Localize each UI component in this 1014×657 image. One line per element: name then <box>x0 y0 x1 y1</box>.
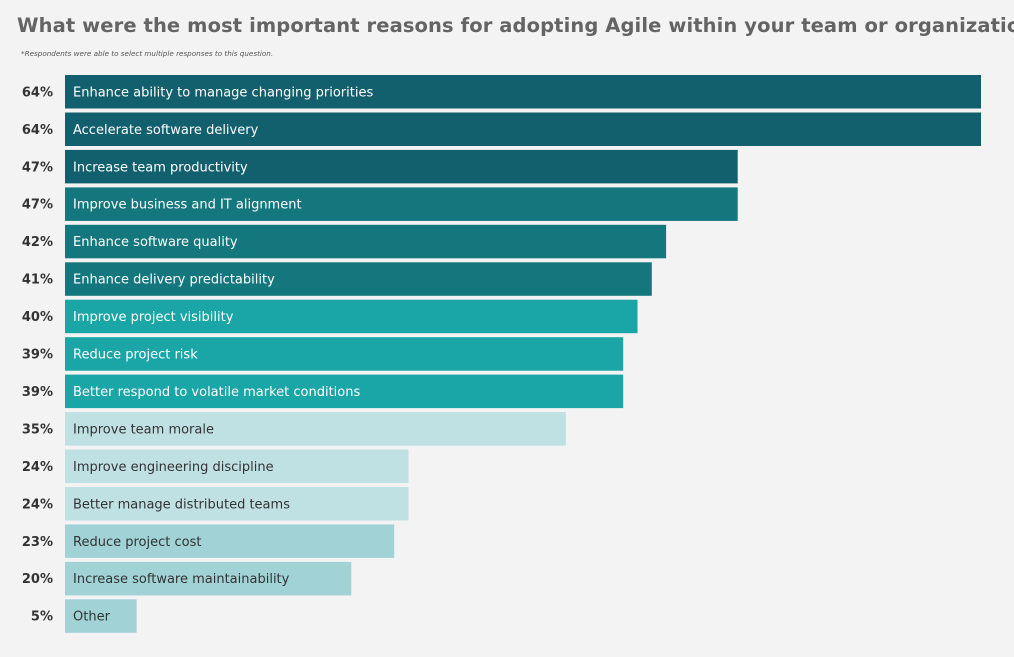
bar-row: 47% Improve business and IT alignment <box>22 187 738 221</box>
bar <box>65 149 738 184</box>
value-label: 24% <box>22 497 53 512</box>
bar <box>65 187 738 221</box>
category-label: Enhance delivery predictability <box>73 273 275 288</box>
value-label: 47% <box>22 198 53 213</box>
value-label: 5% <box>31 610 53 625</box>
value-label: 41% <box>22 273 53 288</box>
value-label: 47% <box>22 160 53 175</box>
category-label: Improve team morale <box>73 422 214 437</box>
bar-row: 35% Improve team morale <box>22 412 566 446</box>
bar <box>65 412 566 446</box>
bar-row: 20% Increase software maintainability <box>22 561 352 596</box>
bar <box>65 487 409 521</box>
bar-row: 47% Increase team productivity <box>22 149 738 184</box>
bar-row: 39% Reduce project risk <box>22 337 624 371</box>
category-label: Improve business and IT alignment <box>73 198 302 213</box>
chart-note: *Respondents were able to select multipl… <box>21 49 274 58</box>
value-label: 39% <box>22 385 53 400</box>
bar-row: 39% Better respond to volatile market con… <box>22 374 624 409</box>
category-label: Reduce project cost <box>73 535 201 550</box>
bar-row: 41% Enhance delivery predictability <box>22 262 652 296</box>
category-label: Improve project visibility <box>73 310 234 325</box>
bar-row: 23% Reduce project cost <box>22 524 395 558</box>
category-label: Reduce project risk <box>73 348 198 363</box>
category-label: Enhance software quality <box>73 235 238 250</box>
chart-title: What were the most important reasons for… <box>17 14 1014 37</box>
bar-row: 40% Improve project visibility <box>22 299 638 334</box>
value-label: 39% <box>22 348 53 363</box>
category-label: Increase software maintainability <box>73 572 290 587</box>
bar-row: 64% Enhance ability to manage changing pr… <box>22 75 981 109</box>
value-label: 20% <box>22 572 53 587</box>
bar-row: 24% Better manage distributed teams <box>22 487 409 521</box>
bar <box>65 337 624 371</box>
bar-row: 24% Improve engineering discipline <box>22 449 409 483</box>
bar-row: 5% Other <box>31 599 137 633</box>
bar <box>65 449 409 483</box>
bar <box>65 524 395 558</box>
value-label: 24% <box>22 460 53 475</box>
bar <box>65 112 981 146</box>
bar <box>65 299 638 334</box>
value-label: 40% <box>22 310 53 325</box>
value-label: 42% <box>22 235 53 250</box>
category-label: Improve engineering discipline <box>73 460 274 475</box>
bar <box>65 561 352 596</box>
category-label: Enhance ability to manage changing prior… <box>73 85 373 100</box>
bar-row: 64% Accelerate software delivery <box>22 112 981 146</box>
bar <box>65 75 981 109</box>
bar <box>65 374 624 409</box>
category-label: Other <box>73 610 111 625</box>
bar <box>65 224 667 259</box>
bar-row: 42% Enhance software quality <box>22 224 667 259</box>
bar <box>65 262 652 296</box>
value-label: 35% <box>22 422 53 437</box>
value-label: 23% <box>22 535 53 550</box>
category-label: Better respond to volatile market condit… <box>73 385 360 400</box>
category-label: Increase team productivity <box>73 160 248 175</box>
bar <box>65 599 137 633</box>
category-label: Better manage distributed teams <box>73 497 290 512</box>
value-label: 64% <box>22 85 53 100</box>
value-label: 64% <box>22 123 53 138</box>
category-label: Accelerate software delivery <box>73 123 259 138</box>
